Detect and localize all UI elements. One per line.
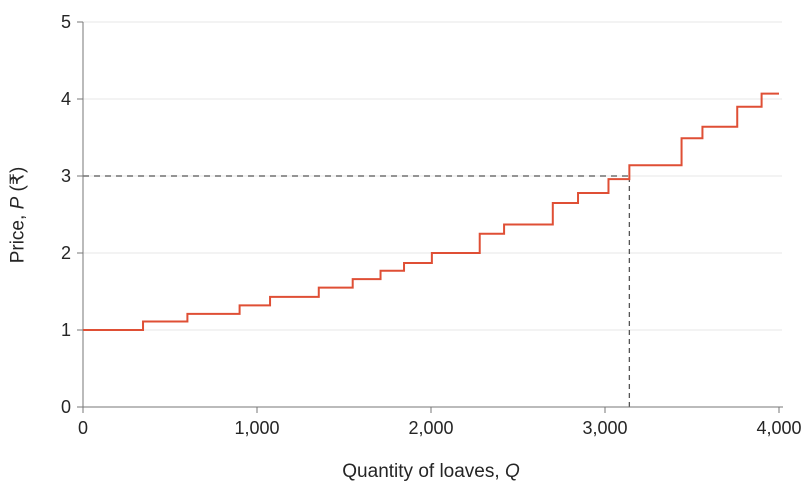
- y-tick-label: 5: [61, 12, 71, 32]
- y-axis-title-unit: (₹): [7, 166, 29, 197]
- x-axis-title-text: Quantity of loaves,: [342, 461, 505, 482]
- y-axis-title: Price, P (₹): [7, 167, 30, 264]
- y-axis-title-text: Price,: [7, 209, 29, 264]
- y-tick-label: 1: [61, 320, 71, 340]
- x-axis-title-variable: Q: [504, 461, 520, 482]
- x-tick-label: 0: [78, 418, 88, 438]
- x-tick-label: 1,000: [234, 418, 279, 438]
- supply-curve: [83, 92, 779, 331]
- y-tick-label: 3: [61, 166, 71, 186]
- y-tick-label: 0: [61, 397, 71, 417]
- x-tick-label: 2,000: [408, 418, 453, 438]
- x-tick-label: 3,000: [582, 418, 627, 438]
- x-tick-label: 4,000: [756, 418, 801, 438]
- y-tick-label: 4: [61, 89, 71, 109]
- y-tick-label: 2: [61, 243, 71, 263]
- x-axis-title: Quantity of loaves, Q: [83, 461, 779, 483]
- y-axis-title-variable: P: [7, 196, 29, 210]
